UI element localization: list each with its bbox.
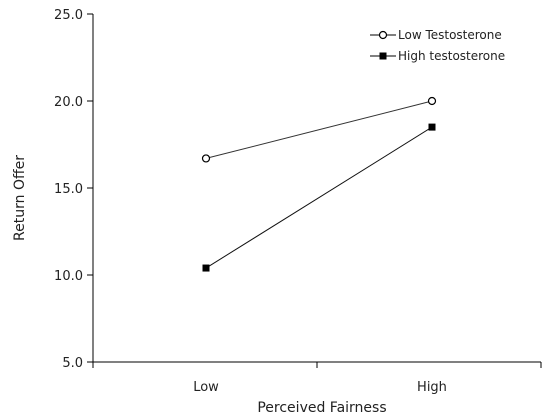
- y-tick-label: 5.0: [62, 356, 83, 371]
- legend-entry: High testosterone: [370, 49, 505, 63]
- y-axis-title: Return Offer: [12, 155, 28, 241]
- x-ticks: Low High: [92, 362, 542, 395]
- series-2: [202, 123, 436, 272]
- y-tick-label: 25.0: [54, 8, 83, 23]
- series-line: [205, 126, 433, 269]
- legend: Low Testosterone High testosterone: [370, 28, 505, 63]
- axes: 5.0 10.0 15.0 20.0 25.0 Low High: [54, 8, 542, 395]
- y-tick-label: 10.0: [54, 269, 83, 284]
- data-point: [428, 123, 436, 131]
- legend-entry: Low Testosterone: [370, 28, 502, 42]
- data-point: [202, 264, 210, 272]
- y-tick-label: 20.0: [54, 95, 83, 110]
- x-axis-title: Perceived Fairness: [257, 400, 386, 416]
- y-ticks: 5.0 10.0 15.0 20.0 25.0: [54, 8, 93, 371]
- legend-label: Low Testosterone: [398, 28, 502, 42]
- x-tick-label: Low: [193, 380, 219, 395]
- data-point: [201, 154, 211, 163]
- series-1: [201, 96, 437, 163]
- legend-marker: [378, 30, 388, 40]
- series-line: [205, 100, 433, 159]
- series-layer: [201, 96, 437, 272]
- data-point: [427, 96, 437, 106]
- legend-marker: [379, 52, 387, 60]
- legend-label: High testosterone: [398, 49, 505, 63]
- x-tick-label: High: [417, 380, 447, 395]
- y-tick-label: 15.0: [54, 182, 83, 197]
